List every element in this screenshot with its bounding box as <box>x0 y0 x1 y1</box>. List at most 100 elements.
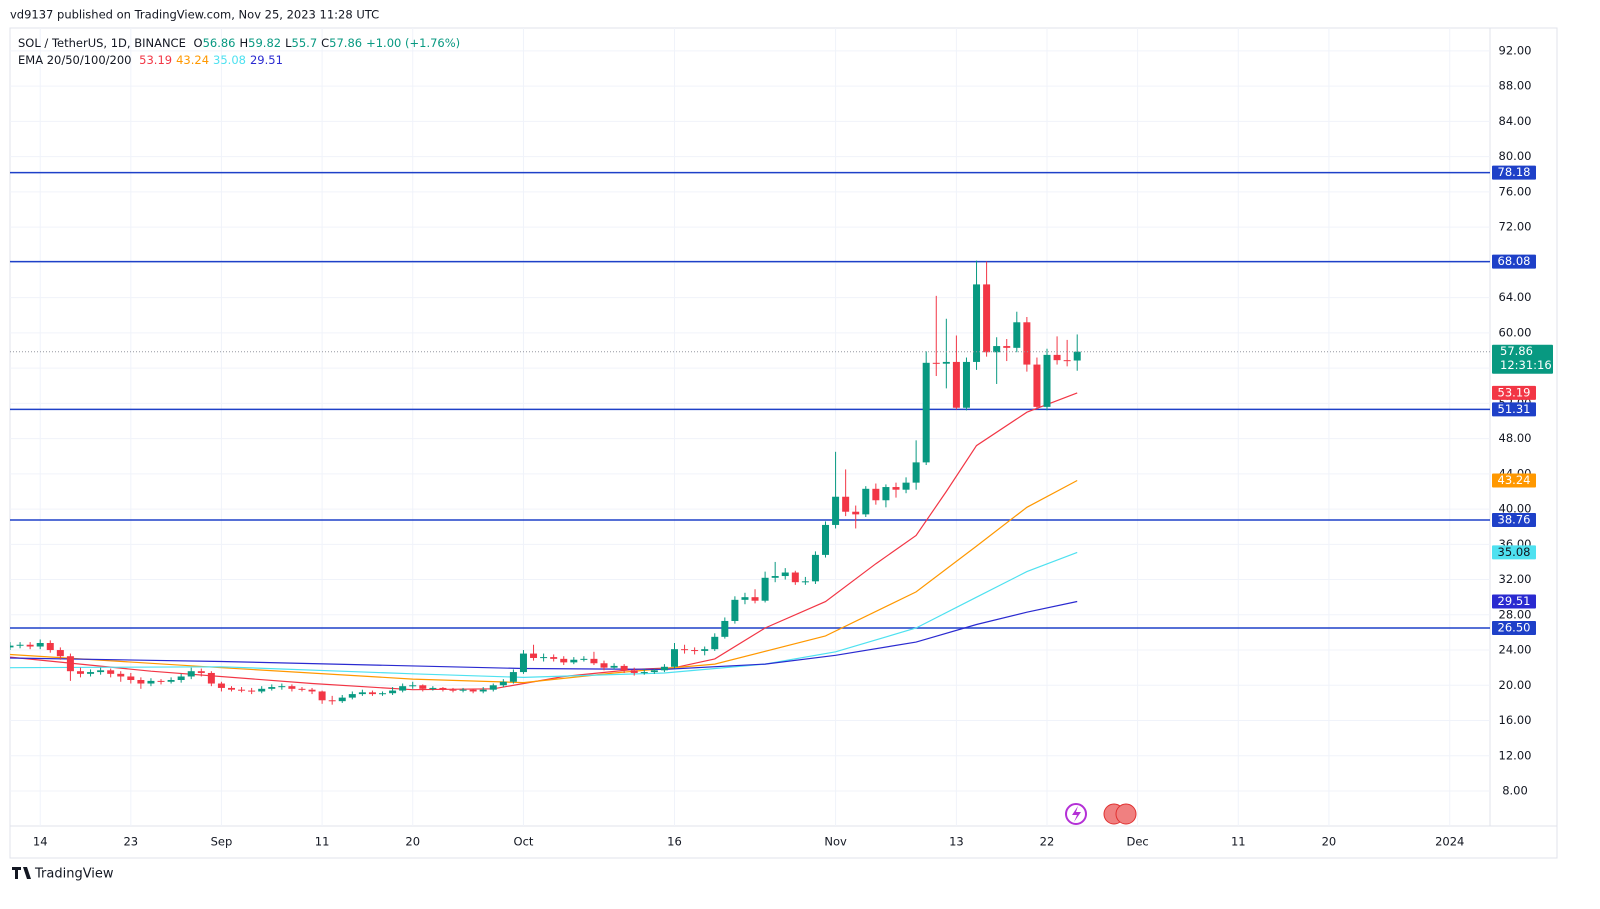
symbol: SOL / TetherUS, 1D, BINANCE <box>18 36 186 50</box>
candle-body <box>399 686 407 691</box>
candle-body <box>1013 322 1021 348</box>
candle-body <box>852 511 860 515</box>
x-tick-label: 20 <box>405 835 420 849</box>
candle-body <box>519 653 527 673</box>
y-tick-label: 60.00 <box>1499 325 1532 339</box>
x-tick-label: 13 <box>949 835 964 849</box>
candle-body <box>248 690 256 692</box>
x-tick-label: 16 <box>667 835 682 849</box>
ema-label-bg <box>1492 385 1536 400</box>
candle-body <box>46 642 54 651</box>
candle-body <box>771 576 779 578</box>
candle-body <box>459 689 467 691</box>
prefix: O <box>193 36 203 50</box>
candle-body <box>650 670 658 673</box>
x-tick-label: 11 <box>1231 835 1246 849</box>
candle-body <box>288 686 296 689</box>
candle-body <box>892 487 900 490</box>
ema-label-bg <box>1492 545 1536 560</box>
candle-body <box>207 672 215 684</box>
value: 59.82 <box>248 36 282 50</box>
candle-body <box>16 644 24 646</box>
icon-flag[interactable] <box>1115 803 1137 825</box>
candle-body <box>97 670 105 673</box>
level-label-bg <box>1492 254 1536 269</box>
ema-label: 35.08 <box>1498 545 1531 559</box>
ema-values: 53.19 43.24 35.08 29.51 <box>139 53 287 67</box>
candle-body <box>298 688 306 690</box>
candle-body <box>942 361 950 364</box>
candle-body <box>419 685 427 689</box>
candle-body <box>791 572 799 583</box>
y-tick-label: 88.00 <box>1499 79 1532 93</box>
candle-body <box>580 658 588 660</box>
level-label: 78.18 <box>1498 165 1531 179</box>
logo-mark <box>12 867 31 879</box>
candle-body <box>983 284 991 353</box>
last-price-label: 57.86 <box>1500 344 1533 358</box>
y-tick-label: 32.00 <box>1499 572 1532 586</box>
candle-body <box>469 689 477 692</box>
events-icon[interactable] <box>1103 803 1137 825</box>
candle-body <box>328 700 336 702</box>
candle-body <box>348 694 356 698</box>
candle-body <box>801 581 809 583</box>
y-tick-label: 16.00 <box>1499 713 1532 727</box>
y-tick-label: 8.00 <box>1502 784 1528 798</box>
candle-body <box>499 681 507 686</box>
chart-frame <box>9 27 1558 859</box>
candle-body <box>509 672 517 682</box>
candle-body <box>368 692 376 695</box>
y-tick-label: 20.00 <box>1499 678 1532 692</box>
candle-body <box>832 496 840 525</box>
candle-body <box>600 663 608 668</box>
candle-body <box>338 697 346 702</box>
candle-body <box>912 462 920 483</box>
candle-body <box>197 671 205 673</box>
candle-body <box>308 689 316 692</box>
candle-body <box>117 673 125 677</box>
candle-body <box>1053 354 1061 361</box>
level-label: 26.50 <box>1498 621 1531 635</box>
y-tick-label: 84.00 <box>1499 114 1532 128</box>
ema-line <box>10 392 1078 691</box>
candle-body <box>640 672 648 674</box>
prefix: H <box>239 36 249 50</box>
ema-value: 43.24 <box>176 53 210 67</box>
logo-text: TradingView <box>34 867 114 882</box>
candle-body <box>76 671 84 674</box>
value: 56.86 <box>202 36 236 50</box>
y-tick-label: 12.00 <box>1499 748 1532 762</box>
candle-body <box>550 657 558 659</box>
flash-icon[interactable] <box>1065 803 1087 825</box>
icon-bolt[interactable] <box>1072 806 1081 822</box>
candle-body <box>1063 360 1071 362</box>
candle-body <box>318 691 326 701</box>
ema-line <box>10 479 1078 684</box>
candle-body <box>882 487 890 501</box>
candle-body <box>187 671 195 677</box>
candle-body <box>952 361 960 408</box>
y-tick-label: 28.00 <box>1499 607 1532 621</box>
candle-body <box>268 687 276 689</box>
x-tick-label: 2024 <box>1435 835 1464 849</box>
x-tick-label: Dec <box>1126 835 1148 849</box>
candle-body <box>660 666 668 671</box>
candle-body <box>781 572 789 577</box>
candle-body <box>530 653 538 658</box>
level-label-bg <box>1492 402 1536 417</box>
candle-body <box>36 642 44 647</box>
candle-body <box>1033 364 1041 407</box>
y-tick-label: 40.00 <box>1499 502 1532 516</box>
candle-body <box>872 488 880 501</box>
ema-label-bg <box>1492 594 1536 609</box>
icon-ring[interactable] <box>1065 803 1087 825</box>
x-tick-label: 20 <box>1322 835 1337 849</box>
prefix: L <box>285 36 292 50</box>
y-tick-label: 24.00 <box>1499 643 1532 657</box>
ema-label: 29.51 <box>1498 594 1531 608</box>
candle-body <box>26 644 34 647</box>
legend-ema: EMA 20/50/100/200 53.19 43.24 35.08 29.51 <box>18 53 291 67</box>
candle-body <box>489 685 497 690</box>
candle-body <box>217 683 225 688</box>
